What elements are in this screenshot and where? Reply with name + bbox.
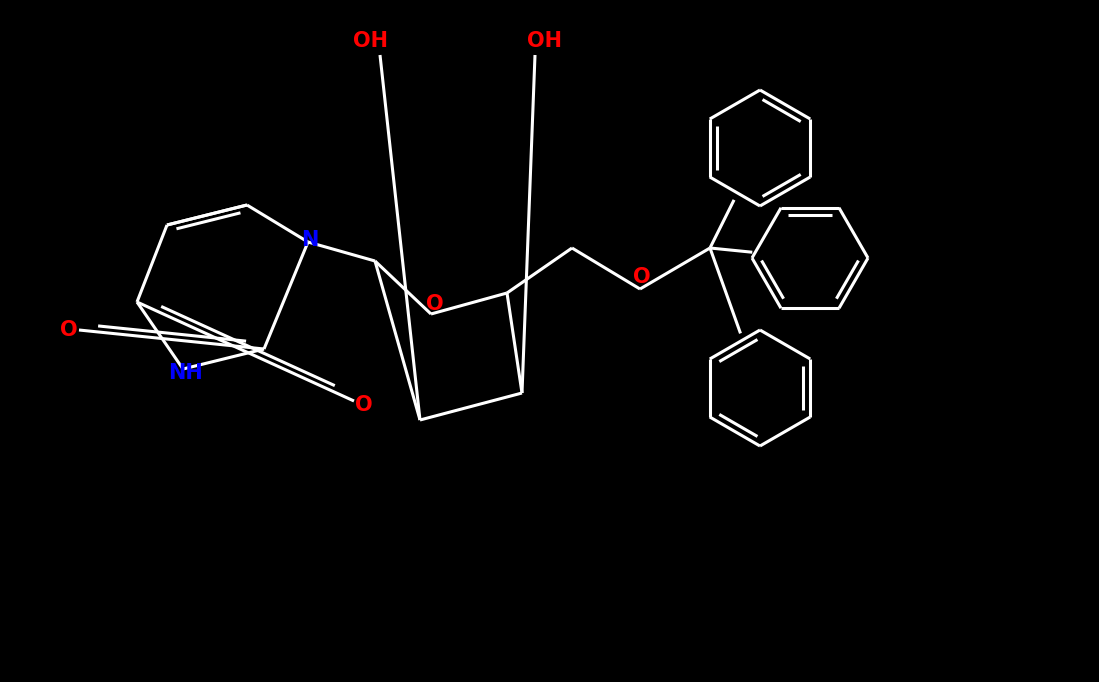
Text: O: O — [355, 395, 373, 415]
Text: NH: NH — [168, 363, 203, 383]
Text: O: O — [633, 267, 651, 287]
Text: O: O — [60, 320, 78, 340]
Text: OH: OH — [528, 31, 563, 51]
Text: O: O — [426, 294, 444, 314]
Text: OH: OH — [353, 31, 388, 51]
Text: N: N — [301, 230, 319, 250]
